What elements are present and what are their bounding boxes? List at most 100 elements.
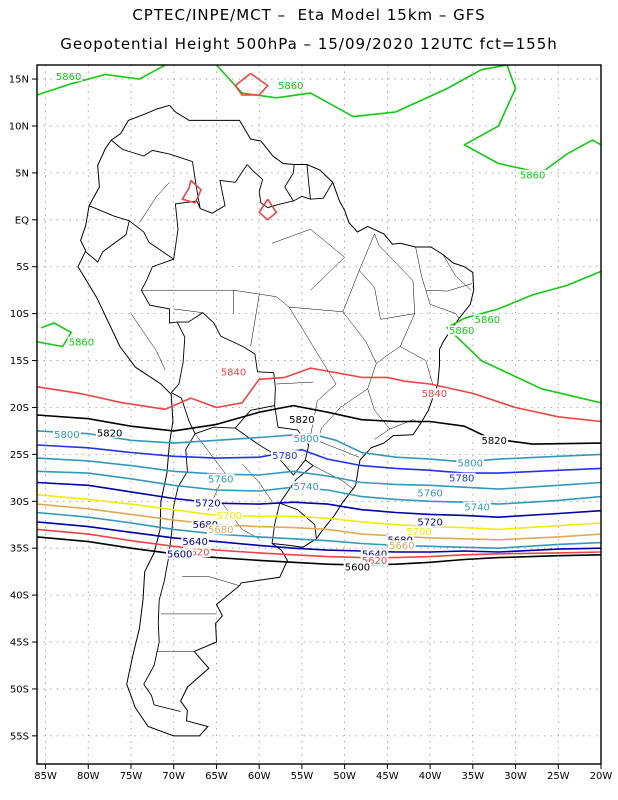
- lon-tick-label: 30W: [504, 771, 527, 782]
- state-border: [182, 576, 240, 586]
- axis-ticks: 85W 80W 75W 70W 65W 60W 55W 50W 45W 40W 35W 30W 25W 2…: [9, 75, 613, 782]
- lon-tick-label: 85W: [34, 771, 57, 782]
- contour-label-bg: [206, 473, 235, 484]
- contour-label: 5820: [481, 436, 506, 447]
- contour-label: 5680: [193, 520, 218, 531]
- lat-tick-label: 50S: [10, 684, 29, 695]
- contour-label: 5820: [97, 428, 122, 439]
- country-border: [140, 258, 186, 393]
- state-border: [141, 289, 343, 313]
- state-border: [173, 308, 203, 313]
- contour-label: 5800: [54, 430, 79, 441]
- lon-tick-label: 45W: [376, 771, 399, 782]
- country-border: [111, 139, 201, 260]
- state-border: [359, 270, 381, 320]
- contour-label: 5720: [195, 499, 220, 510]
- lon-tick-label: 80W: [77, 771, 100, 782]
- contour-label-bg: [95, 427, 124, 438]
- lat-tick-label: 40S: [10, 591, 29, 602]
- lat-tick-label: 5N: [15, 168, 29, 179]
- state-border: [442, 254, 472, 291]
- contour-5720: [37, 481, 601, 519]
- contour-label-bg: [67, 336, 96, 347]
- contour-5600: [37, 536, 601, 566]
- contour-label-bg: [463, 501, 491, 512]
- contour-label-bg: [420, 388, 449, 399]
- lon-tick-label: 50W: [333, 771, 356, 782]
- contour-label-bg: [456, 457, 485, 468]
- contour-label-bg: [183, 546, 211, 557]
- lon-tick-label: 35W: [462, 771, 485, 782]
- contour-label-bg: [181, 536, 209, 547]
- country-border: [200, 164, 248, 214]
- state-border: [316, 440, 360, 458]
- lon-tick-label: 60W: [248, 771, 271, 782]
- contour-5860: [234, 72, 269, 96]
- contour-5860: [37, 65, 166, 96]
- state-border: [374, 233, 415, 320]
- state-border: [374, 428, 391, 440]
- contour-5620: [37, 528, 601, 559]
- state-border: [250, 294, 260, 347]
- contour-label-bg: [292, 481, 320, 492]
- contour-labels: 5860586058605860586058605840584058205820…: [53, 71, 547, 573]
- contour-label: 5800: [293, 434, 318, 445]
- plot-frame: [36, 64, 602, 765]
- contour-label-bg: [165, 548, 194, 559]
- contour-label: 5640: [362, 549, 387, 560]
- contour-label: 5680: [208, 525, 233, 536]
- contour-label-bg: [416, 516, 444, 527]
- state-border: [342, 311, 391, 430]
- contour-label-bg: [271, 450, 299, 461]
- contour-5860: [37, 322, 72, 348]
- contour-label-bg: [416, 487, 444, 498]
- contour-label-bg: [288, 414, 316, 425]
- country-border: [85, 205, 130, 263]
- lat-tick-label: 15N: [9, 75, 29, 86]
- contour-label-bg: [215, 510, 244, 521]
- lon-tick-label: 65W: [205, 771, 228, 782]
- contour-label: 5820: [289, 415, 314, 426]
- contour-5680: [37, 503, 601, 541]
- contour-label: 5700: [406, 527, 431, 538]
- contour-5860: [215, 65, 601, 174]
- contour-label-bg: [480, 435, 508, 446]
- contour-label: 5740: [464, 502, 489, 513]
- contour-label-bg: [360, 555, 389, 566]
- state-border: [376, 313, 415, 364]
- contour-5840: [37, 367, 601, 423]
- contour-label: 5700: [217, 511, 242, 522]
- state-border: [139, 182, 170, 223]
- lat-tick-label: 55S: [10, 731, 29, 742]
- contour-label: 5780: [449, 473, 474, 484]
- state-border: [271, 228, 345, 291]
- lat-tick-label: 30S: [10, 497, 29, 508]
- contour-label: 5840: [422, 389, 447, 400]
- contour-label-bg: [219, 366, 248, 377]
- contour-5860: [181, 179, 202, 204]
- contour-label: 5660: [389, 541, 414, 552]
- state-border: [415, 246, 473, 292]
- lat-tick-label: 25S: [10, 450, 29, 461]
- contour-label-bg: [360, 548, 389, 559]
- map-title-line-2: Geopotential Height 500hPa – 15/09/2020 …: [60, 35, 558, 53]
- contour-label-bg: [447, 472, 476, 483]
- contour-label: 5860: [69, 337, 94, 348]
- contour-label-bg: [191, 519, 220, 530]
- state-border: [241, 463, 273, 502]
- state-border: [400, 346, 433, 385]
- contour-label: 5860: [278, 81, 303, 92]
- state-border: [312, 465, 354, 490]
- geography-layer: [77, 104, 475, 737]
- lat-tick-label: EQ: [15, 215, 29, 226]
- contour-label: 5860: [475, 315, 500, 326]
- contour-label: 5760: [208, 474, 233, 485]
- lon-tick-label: 20W: [590, 771, 613, 782]
- country-border: [306, 164, 311, 200]
- contour-label-bg: [518, 169, 547, 180]
- map-title-line-1: CPTEC/INPE/MCT – Eta Model 15km – GFS: [132, 6, 486, 24]
- lat-tick-label: 35S: [10, 544, 29, 555]
- contour-5820: [37, 404, 601, 445]
- contour-5860: [258, 198, 278, 221]
